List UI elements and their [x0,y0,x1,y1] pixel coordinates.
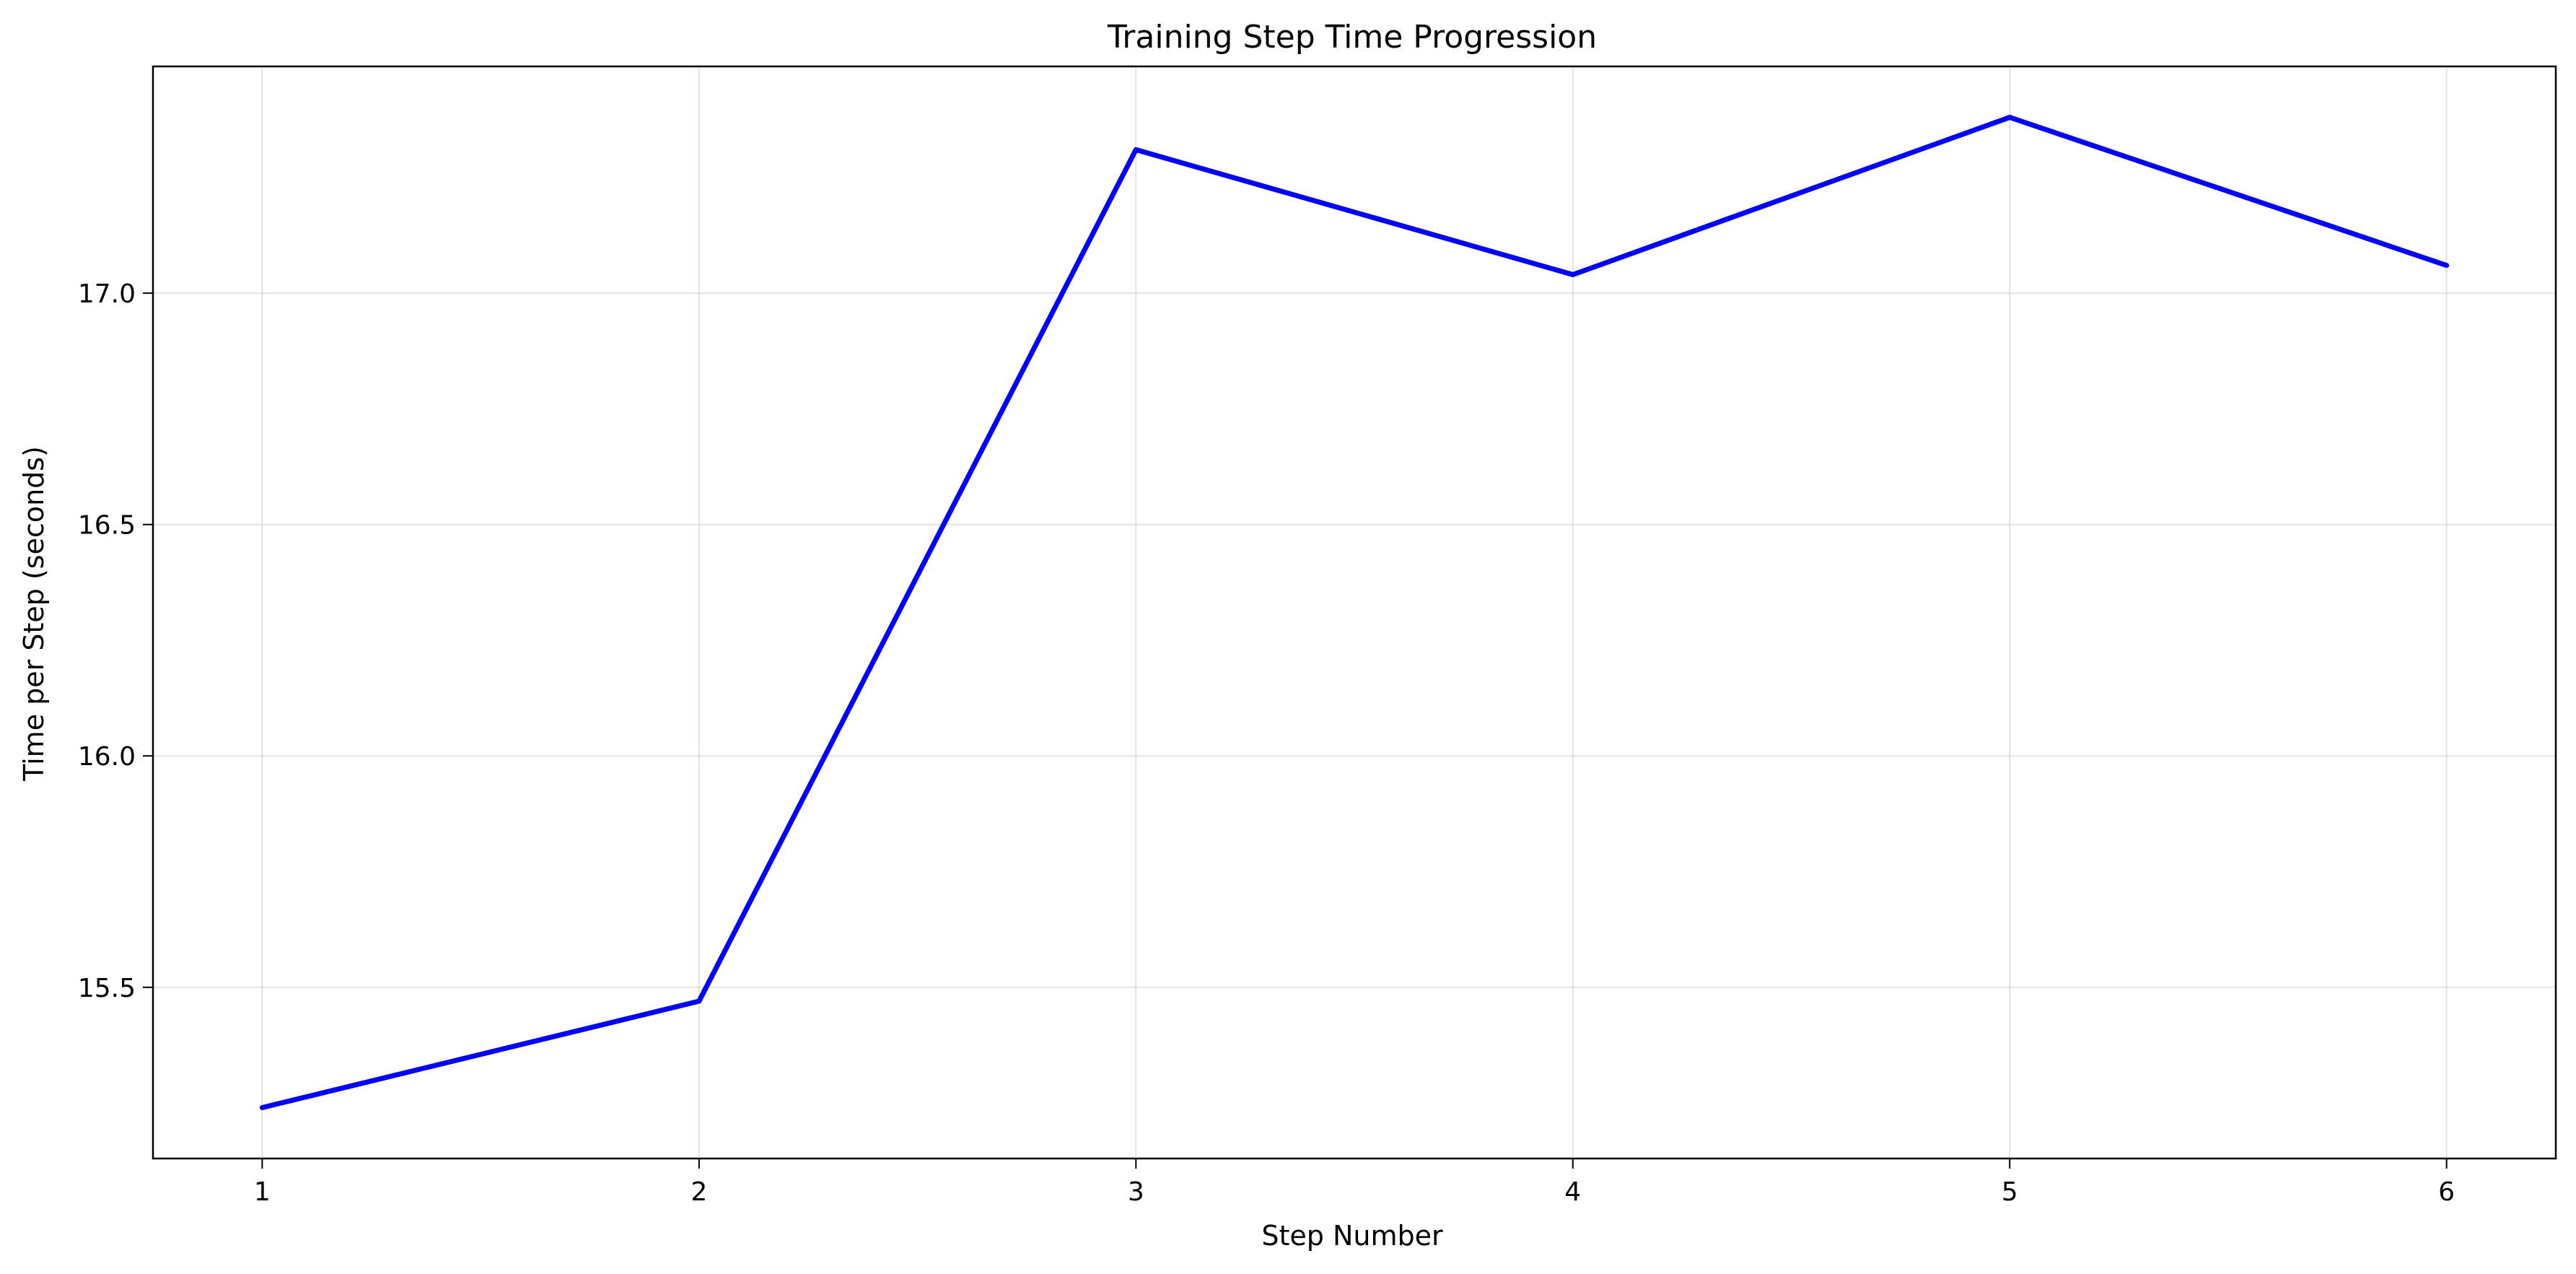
x-tick-label-4: 4 [1564,1177,1581,1207]
plot-area-frame [152,65,2557,1160]
x-axis-label: Step Number [1261,1220,1443,1252]
y-tick-label-4: 17.0 [78,279,136,309]
x-tick-label-5: 5 [2002,1177,2018,1207]
y-axis-label: Time per Step (seconds) [18,446,50,782]
series-line-1 [259,115,2450,1110]
x-tick-label-2: 2 [691,1177,707,1207]
x-tick-label-6: 6 [2438,1177,2455,1207]
axis-ticks: 1 2 3 4 5 6 15.5 16.0 16.5 17.0 [78,279,2455,1207]
x-tick-label-1: 1 [254,1177,271,1207]
chart-title: Training Step Time Progression [1107,19,1597,56]
x-tick-label-3: 3 [1128,1177,1144,1207]
y-tick-label-2: 16.0 [78,742,136,772]
series-layer [259,115,2450,1110]
y-tick-label-3: 16.5 [78,511,136,541]
grid-lines [153,66,2556,1159]
y-tick-label-1: 15.5 [78,974,136,1003]
